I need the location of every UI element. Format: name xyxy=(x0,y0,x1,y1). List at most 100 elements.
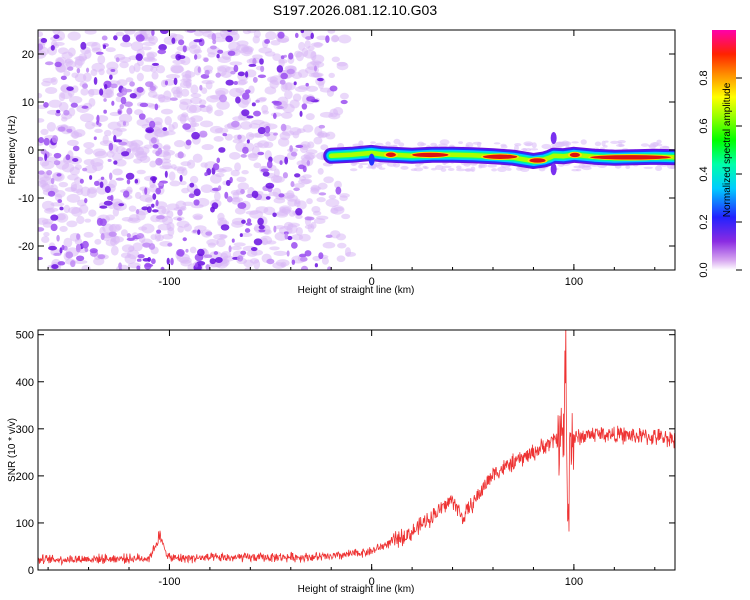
noise-blob xyxy=(305,82,309,87)
noise-haze xyxy=(281,206,291,215)
noise-blob xyxy=(70,102,78,108)
noise-haze xyxy=(216,237,226,248)
ridge-peak xyxy=(385,152,396,157)
noise-blob xyxy=(76,67,81,74)
noise-blob xyxy=(50,214,59,221)
noise-blob xyxy=(50,177,55,185)
noise-blob xyxy=(193,199,200,206)
ridge-halo xyxy=(655,165,663,172)
ridge-halo xyxy=(538,167,546,172)
noise-blob xyxy=(108,142,114,151)
noise-blob xyxy=(182,237,187,242)
noise-haze xyxy=(168,124,175,132)
noise-haze xyxy=(179,98,193,105)
noise-haze xyxy=(71,72,79,78)
noise-blob xyxy=(93,136,97,141)
noise-blob xyxy=(175,53,182,61)
noise-haze xyxy=(74,164,82,170)
noise-blob xyxy=(304,250,312,257)
colorbar-gradient xyxy=(712,30,736,270)
noise-blob xyxy=(155,187,162,195)
noise-haze xyxy=(46,122,56,132)
noise-haze xyxy=(312,61,325,68)
noise-haze xyxy=(105,214,116,221)
noise-haze xyxy=(112,168,123,176)
noise-blob xyxy=(293,81,297,86)
noise-blob xyxy=(245,222,253,226)
noise-blob xyxy=(146,206,152,214)
ridge-halo xyxy=(571,141,579,144)
noise-haze xyxy=(280,261,287,268)
x-tick-label: -100 xyxy=(158,276,180,288)
noise-blob xyxy=(257,151,265,156)
noise-blob xyxy=(76,255,85,262)
ridge-halo xyxy=(551,145,560,148)
noise-blob xyxy=(103,98,107,102)
noise-blob xyxy=(204,172,208,177)
noise-haze xyxy=(125,77,134,83)
colorbar: 0.0 0.2 0.4 0.6 0.8 Normalized spectral ampl… xyxy=(698,30,742,278)
noise-blob xyxy=(278,193,285,198)
noise-blob xyxy=(295,208,303,216)
noise-blob xyxy=(224,191,229,199)
ridge-halo xyxy=(516,166,523,171)
noise-blob xyxy=(156,229,162,234)
noise-blob xyxy=(197,248,205,257)
noise-blob xyxy=(149,85,156,92)
noise-blob xyxy=(79,178,84,184)
noise-blob xyxy=(136,86,144,93)
ridge-halo xyxy=(580,139,587,145)
noise-haze xyxy=(213,233,227,240)
noise-blob xyxy=(218,147,226,153)
ridge-halo xyxy=(374,142,384,147)
noise-blob xyxy=(240,250,247,255)
noise-haze xyxy=(60,85,70,93)
noise-blob xyxy=(204,69,210,76)
noise-blob xyxy=(134,178,139,184)
noise-haze xyxy=(161,215,174,226)
noise-blob xyxy=(212,163,220,171)
noise-blob xyxy=(193,39,203,43)
noise-blob xyxy=(259,58,264,65)
noise-blob xyxy=(124,101,133,107)
noise-blob xyxy=(75,244,81,253)
noise-haze xyxy=(214,127,229,134)
noise-haze xyxy=(230,169,240,177)
noise-blob xyxy=(186,30,196,33)
noise-haze xyxy=(150,66,158,73)
noise-haze xyxy=(321,257,329,265)
noise-haze xyxy=(114,53,126,61)
noise-blob xyxy=(110,83,118,89)
noise-haze xyxy=(70,181,78,192)
noise-haze xyxy=(263,206,276,216)
noise-haze xyxy=(328,72,335,79)
noise-haze xyxy=(67,31,81,41)
noise-blob xyxy=(167,242,173,247)
noise-haze xyxy=(243,46,255,53)
noise-haze xyxy=(84,30,97,35)
noise-haze xyxy=(112,207,120,217)
noise-blob xyxy=(113,35,118,41)
noise-blob xyxy=(139,102,149,108)
noise-blob xyxy=(50,223,58,232)
noise-blob xyxy=(310,32,314,39)
spectrogram-y-axis-label: Frequency (Hz) xyxy=(7,116,18,185)
noise-haze xyxy=(258,47,273,54)
noise-blob xyxy=(260,168,269,173)
ridge-halo xyxy=(398,142,405,147)
noise-haze xyxy=(305,113,315,121)
noise-blob xyxy=(257,74,267,79)
noise-blob xyxy=(294,173,301,178)
noise-blob xyxy=(166,257,170,265)
noise-haze xyxy=(181,187,190,194)
noise-haze xyxy=(169,180,181,187)
noise-haze xyxy=(214,191,221,202)
noise-haze xyxy=(241,169,249,175)
ridge-halo xyxy=(590,164,599,167)
noise-blob xyxy=(301,265,309,270)
ridge-halo xyxy=(500,143,507,147)
noise-blob xyxy=(264,38,270,44)
noise-haze xyxy=(63,204,71,214)
ridge-halo xyxy=(358,164,364,169)
